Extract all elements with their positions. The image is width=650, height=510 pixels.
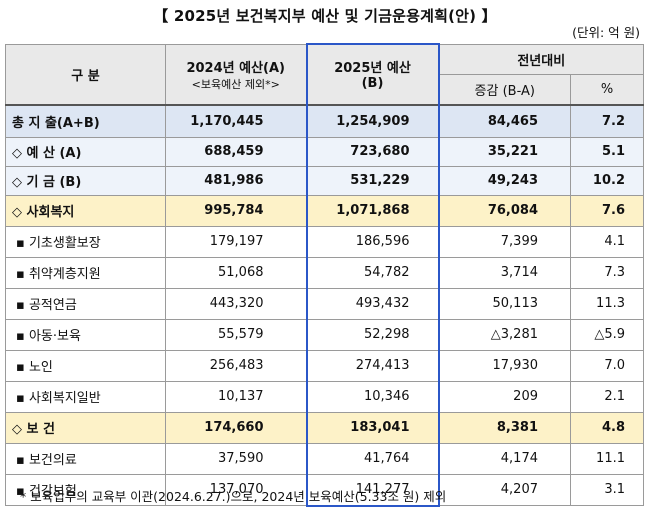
header-2025-title: 2025년 예산 — [334, 61, 411, 77]
table-row: 총 지 출(A+B) 1,170,445 1,254,909 84,465 7.2 — [5, 103, 644, 138]
value-diff: 17,930 — [438, 349, 571, 382]
value-pct: 7.0 — [570, 349, 644, 382]
value-2024: 51,068 — [165, 256, 307, 289]
table-row: ▪ 아동·보육 55,579 52,298 △3,281 △5.9 — [5, 318, 644, 351]
row-label: ▪ 사회복지일반 — [5, 380, 166, 413]
table-row: ▪ 건강보험 137,070 141,277 4,207 3.1 — [5, 473, 644, 507]
value-2025: 531,229 — [305, 165, 440, 196]
value-2024: 481,986 — [165, 165, 307, 196]
value-diff: 3,714 — [438, 256, 571, 289]
row-label: ▪ 기초생활보장 — [5, 225, 166, 258]
row-label: ▪ 노인 — [5, 349, 166, 382]
value-pct: 5.1 — [570, 136, 644, 167]
table-row: ◇ 사회복지 995,784 1,071,868 76,084 7.6 — [5, 194, 644, 227]
header-2024-title: 2024년 예산(A) — [186, 60, 286, 76]
row-label: ◇ 사회복지 — [5, 194, 166, 227]
row-label: ▪ 건강보험 — [5, 473, 166, 506]
row-label: 총 지 출(A+B) — [5, 103, 166, 138]
value-pct: 4.1 — [570, 225, 644, 258]
unit-label: (단위: 억 원) — [572, 25, 640, 40]
page-title: 【 2025년 보건복지부 예산 및 기금운용계획(안) 】 — [153, 7, 497, 25]
value-diff: 49,243 — [438, 165, 571, 196]
table-row: ◇ 보 건 174,660 183,041 8,381 4.8 — [5, 411, 644, 444]
table-row: ◇ 기 금 (B) 481,986 531,229 49,243 10.2 — [5, 165, 644, 196]
value-2025: 186,596 — [305, 225, 440, 258]
table-row: ▪ 기초생활보장 179,197 186,596 7,399 4.1 — [5, 225, 644, 258]
value-2025: 723,680 — [305, 136, 440, 167]
value-diff: 7,399 — [438, 225, 571, 258]
value-2024: 1,170,445 — [165, 103, 307, 138]
value-pct: 3.1 — [570, 473, 644, 506]
value-2024: 179,197 — [165, 225, 307, 258]
value-2024: 995,784 — [165, 194, 307, 227]
header-2024-note: <보육예산 제외*> — [191, 77, 280, 91]
value-2025: 274,413 — [305, 349, 440, 382]
table-row: ▪ 취약계층지원 51,068 54,782 3,714 7.3 — [5, 256, 644, 289]
row-label: ▪ 보건의료 — [5, 442, 166, 475]
budget-table: 구 분 2024년 예산(A) <보육예산 제외*> 2025년 예산 (B) … — [5, 43, 644, 507]
row-label: ▪ 취약계층지원 — [5, 256, 166, 289]
value-2024: 688,459 — [165, 136, 307, 167]
value-pct: 10.2 — [570, 165, 644, 196]
value-2025: 41,764 — [305, 442, 440, 475]
row-label: ◇ 예 산 (A) — [5, 136, 166, 167]
value-2024: 443,320 — [165, 287, 307, 320]
header-diff: 증감 (B-A) — [438, 73, 571, 105]
value-2025: 54,782 — [305, 256, 440, 289]
value-diff: 50,113 — [438, 287, 571, 320]
value-2025: 1,254,909 — [305, 103, 440, 138]
value-2025: 10,346 — [305, 380, 440, 413]
header-category: 구 분 — [5, 43, 166, 105]
row-label: ◇ 보 건 — [5, 411, 166, 444]
header-2025: 2025년 예산 (B) — [305, 43, 440, 105]
value-2024: 256,483 — [165, 349, 307, 382]
value-pct: △5.9 — [570, 318, 644, 351]
value-diff: 4,207 — [438, 473, 571, 506]
value-pct: 7.2 — [570, 103, 644, 138]
value-diff: 35,221 — [438, 136, 571, 167]
row-label: ▪ 아동·보육 — [5, 318, 166, 351]
value-2024: 174,660 — [165, 411, 307, 444]
row-label: ▪ 공적연금 — [5, 287, 166, 320]
footnote: * 보육업무의 교육부 이관(2024.6.27.)으로, 2024년 보육예산… — [20, 489, 447, 504]
value-diff: 4,174 — [438, 442, 571, 475]
value-2025: 183,041 — [305, 411, 440, 444]
table-row: ▪ 사회복지일반 10,137 10,346 209 2.1 — [5, 380, 644, 413]
value-diff: 8,381 — [438, 411, 571, 444]
header-row-2: 증감 (B-A) % — [6, 73, 644, 105]
header-row: 구 분 2024년 예산(A) <보육예산 제외*> 2025년 예산 (B) … — [5, 43, 644, 105]
header-2024: 2024년 예산(A) <보육예산 제외*> — [165, 43, 307, 105]
value-2025: 141,277 — [305, 473, 440, 507]
table-row: ▪ 공적연금 443,320 493,432 50,113 11.3 — [5, 287, 644, 320]
row-label: ◇ 기 금 (B) — [5, 165, 166, 196]
header-yoy: 전년대비 — [438, 43, 644, 75]
value-2025: 493,432 — [305, 287, 440, 320]
value-2025: 52,298 — [305, 318, 440, 351]
value-diff: 84,465 — [438, 103, 571, 138]
header-pct: % — [570, 73, 644, 105]
table-row: ▪ 노인 256,483 274,413 17,930 7.0 — [5, 349, 644, 382]
value-pct: 4.8 — [570, 411, 644, 444]
value-diff: △3,281 — [438, 318, 571, 351]
table-row: ▪ 보건의료 37,590 41,764 4,174 11.1 — [5, 442, 644, 475]
value-pct: 11.3 — [570, 287, 644, 320]
value-2024: 37,590 — [165, 442, 307, 475]
value-2024: 10,137 — [165, 380, 307, 413]
header-2025-sub: (B) — [361, 76, 384, 92]
value-diff: 209 — [438, 380, 571, 413]
value-2024: 55,579 — [165, 318, 307, 351]
value-pct: 7.3 — [570, 256, 644, 289]
value-pct: 11.1 — [570, 442, 644, 475]
table-row: ◇ 예 산 (A) 688,459 723,680 35,221 5.1 — [5, 136, 644, 167]
value-diff: 76,084 — [438, 194, 571, 227]
value-2025: 1,071,868 — [305, 194, 440, 227]
value-pct: 2.1 — [570, 380, 644, 413]
value-pct: 7.6 — [570, 194, 644, 227]
